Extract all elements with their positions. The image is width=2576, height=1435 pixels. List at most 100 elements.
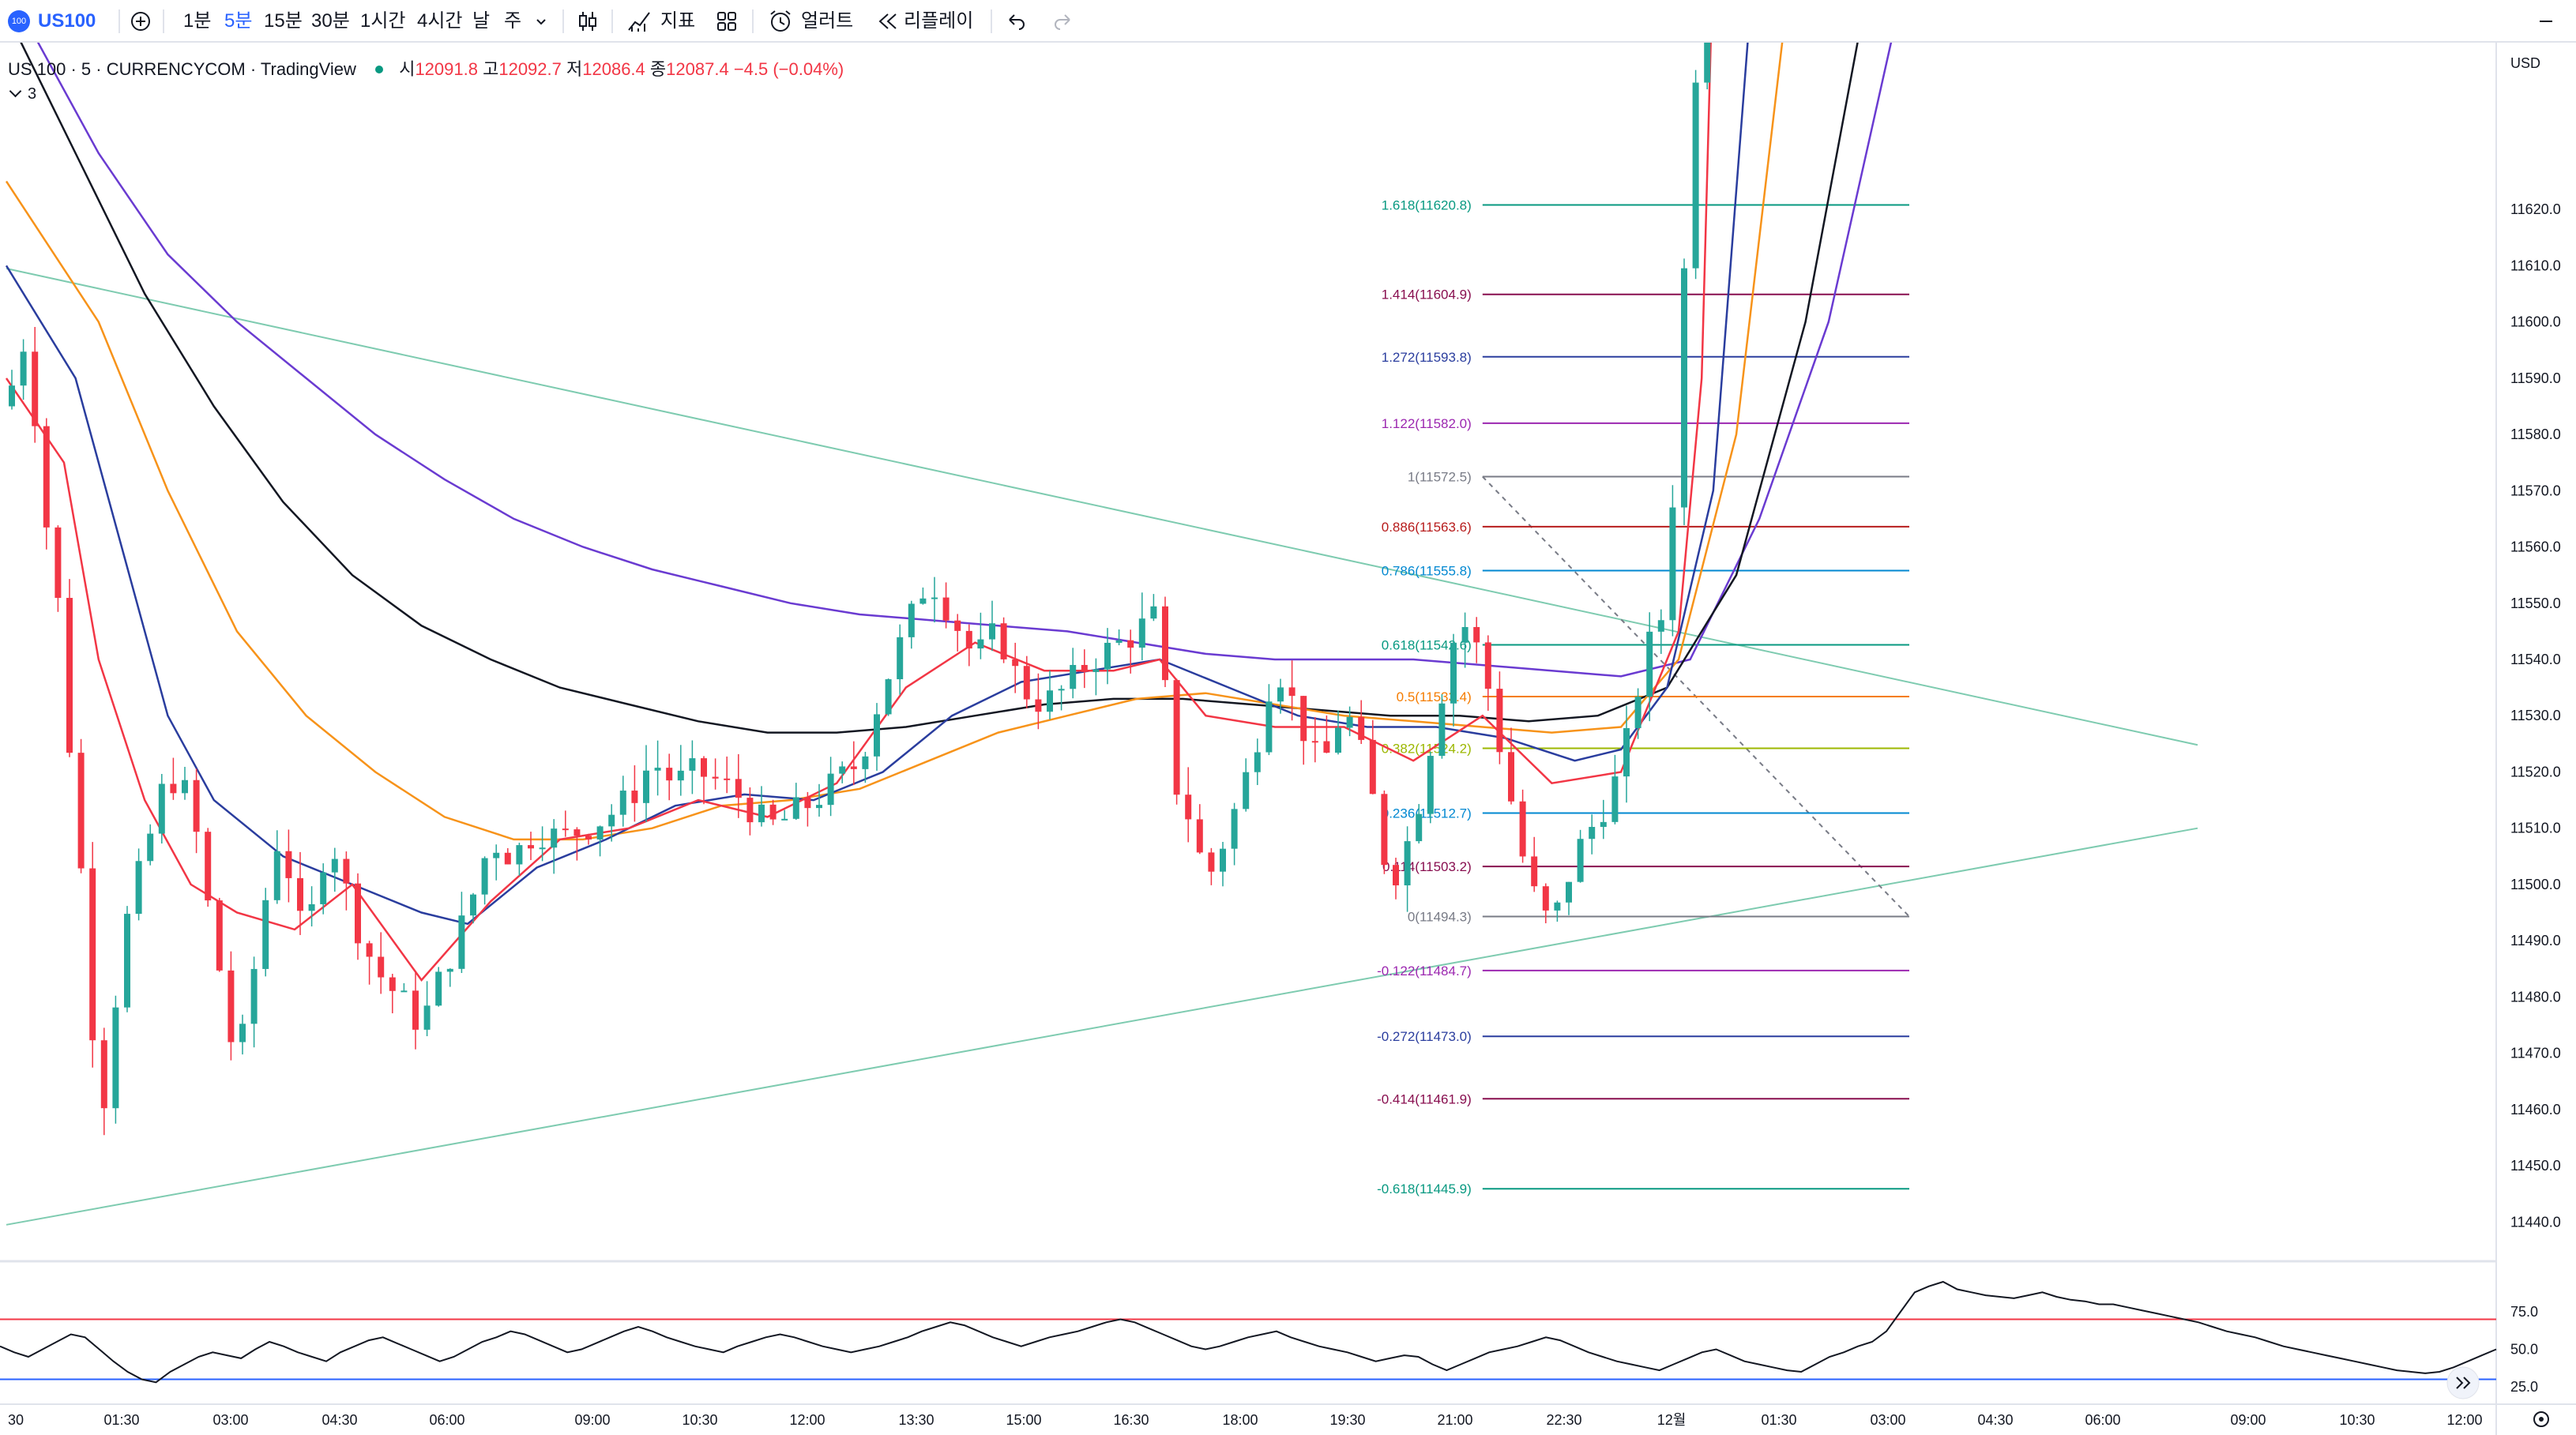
price-axis[interactable]: 11620.0 11610.0 11600.0 11590.0 11580.0 11570… [2510,201,2561,1230]
redo-icon[interactable] [1052,12,1073,31]
candle [435,967,442,1007]
candle [758,786,765,827]
candle [124,906,130,1012]
candle [1542,883,1549,924]
fib-level-price: (11512.7) [1415,806,1472,821]
candle-body [135,861,142,915]
symbol-button[interactable]: US100 [38,10,96,32]
fib-level-ratio: -0.618 [1377,1181,1415,1196]
candle-body [792,797,799,819]
change-value: −4.5 (−0.04%) [733,59,844,79]
candle [1300,696,1307,765]
candle [285,829,292,903]
candle-body [1634,697,1641,728]
chevron-down-icon[interactable] [534,15,548,29]
fib-level-label: 0.886(11563.6) [1382,520,1472,535]
candles [9,43,1711,1136]
candle-body [308,903,315,911]
legend-title[interactable]: US 100 · 5 · CURRENCYCOM · TradingView [8,59,356,79]
alert-button[interactable]: 얼러트 [801,10,854,32]
templates-icon[interactable] [716,10,738,32]
candle [1577,829,1584,883]
candle [1681,258,1687,525]
candle [989,600,995,652]
candle [250,956,258,1048]
indicator-collapse-toggle[interactable]: 3 [6,85,36,103]
fib-level-ratio: 0 [1408,910,1415,925]
fib-level-ratio: 0.5 [1397,689,1416,704]
interval-4h[interactable]: 4시간 [417,10,463,32]
candle [273,830,280,904]
interval-30m[interactable]: 30분 [311,10,350,32]
time-tick-label: 01:30 [103,1412,139,1428]
candle-body [1496,689,1503,753]
moving-average-line [36,43,1893,678]
candle-body [942,597,950,621]
candle [874,703,880,771]
replay-icon[interactable] [877,12,899,31]
candle [308,886,315,927]
interval-1m[interactable]: 1분 [183,10,212,32]
fib-level-price: (11563.6) [1415,520,1472,535]
fib-level-price: (11593.8) [1415,350,1472,365]
fib-level-ratio: -0.272 [1377,1029,1415,1044]
fib-level-label: 0.382(11524.2) [1382,742,1472,757]
candle-body [1577,839,1584,882]
scroll-to-realtime-button[interactable] [2446,1366,2480,1399]
price-tick-label: 11530.0 [2510,708,2561,723]
fib-level-ratio: 1 [1408,470,1415,485]
minus-icon[interactable] [2536,12,2556,31]
fib-level-price: (11582.0) [1415,416,1472,431]
candle-body [1000,623,1007,659]
indicators-button[interactable]: 지표 [660,10,696,32]
candle-body [516,845,523,865]
add-symbol-icon[interactable] [130,10,152,32]
candle [1531,836,1538,892]
indicators-icon[interactable] [627,9,652,33]
candle-body [1600,821,1607,828]
candle-body [1311,741,1318,743]
interval-week[interactable]: 주 [504,10,522,32]
candle-body [389,977,396,991]
candles-icon[interactable] [575,9,600,34]
candle [1438,694,1446,759]
candle [493,844,500,881]
time-axis[interactable]: 30 01:30 03:00 04:30 06:00 09:00 10:30 12:00 13:… [8,1412,2483,1428]
candle-body [1231,809,1238,849]
moving-average-line [5,43,1712,982]
candle [1623,705,1630,803]
price-tick-label: 11550.0 [2510,595,2561,611]
undo-icon[interactable] [1006,12,1027,31]
candle [170,757,177,800]
candle [320,863,327,915]
interval-1h[interactable]: 1시간 [360,10,406,32]
candle [1416,804,1423,844]
time-tick-label: 12:00 [2446,1412,2482,1428]
candle-body [43,426,50,528]
interval-15m[interactable]: 15분 [264,10,303,32]
interval-day[interactable]: 날 [472,10,491,32]
candle [1335,710,1341,755]
alarm-clock-icon[interactable] [768,9,793,34]
currency-label[interactable]: USD [2510,55,2540,71]
candle [654,740,661,796]
candle-body [1461,626,1469,643]
candle-body [378,956,385,978]
candle-body [631,791,638,803]
candle [551,819,558,874]
chart-canvas[interactable]: USD 1.618(11620.8)1.414(11604.9)1.272(11… [0,43,2576,1435]
replay-button[interactable]: 리플레이 [904,10,974,32]
settings-gear-icon[interactable] [2533,1411,2549,1427]
candle [1611,754,1619,825]
symbol-badge[interactable]: 100 [8,10,30,32]
candle-body [66,598,73,753]
candle [1023,656,1030,708]
candle-body [331,858,338,873]
candle [1288,660,1296,721]
candle [539,826,546,862]
candle-body [1484,642,1491,689]
fib-level-label: -0.618(11445.9) [1377,1181,1472,1196]
interval-5m[interactable]: 5분 [224,10,253,32]
candle [1000,617,1007,663]
candle [792,783,799,821]
